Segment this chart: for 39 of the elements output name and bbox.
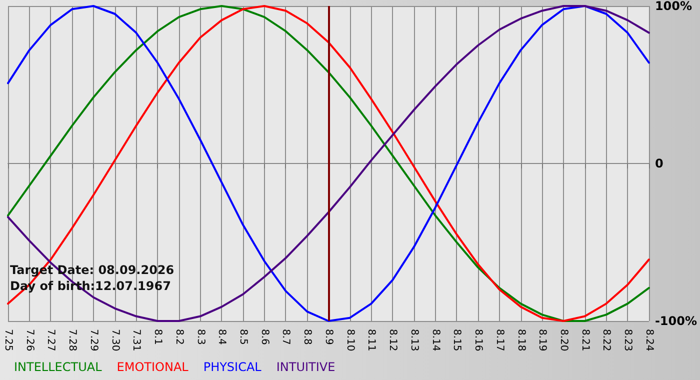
x-tick-label: 7.28 <box>66 329 78 352</box>
y-tick-label: 0 <box>654 156 664 170</box>
x-tick-label: 8.8 <box>302 329 313 345</box>
x-tick-label: 8.18 <box>515 329 526 352</box>
x-tick-label: 7.30 <box>109 329 120 352</box>
x-tick-label: 8.15 <box>451 329 462 352</box>
x-tick-label: 8.9 <box>322 329 334 345</box>
x-tick-label: 8.6 <box>258 329 270 345</box>
y-tick-label: 100% <box>654 0 692 13</box>
x-tick-label: 7.27 <box>45 329 56 352</box>
x-tick-label: 8.23 <box>622 329 634 352</box>
x-tick-label: 8.19 <box>536 329 548 352</box>
x-tick-label: 8.20 <box>558 329 569 352</box>
x-tick-label: 8.22 <box>600 329 612 352</box>
x-tick-label: 8.5 <box>238 329 249 345</box>
x-tick-label: 8.10 <box>344 329 356 352</box>
text: PHYSICAL <box>203 360 262 374</box>
x-tick-label: 8.4 <box>216 329 228 345</box>
x-tick-label: 8.1 <box>152 329 164 345</box>
x-tick-label: 8.12 <box>387 329 398 352</box>
text: INTELLECTUAL <box>14 360 102 374</box>
x-tick-label: 8.11 <box>366 329 377 352</box>
x-tick-label: 8.24 <box>643 329 654 352</box>
text: EMOTIONAL <box>116 360 189 374</box>
x-tick-label: 8.16 <box>472 329 484 352</box>
x-tick-label: 8.13 <box>408 329 420 352</box>
x-tick-label: 8.14 <box>430 329 441 352</box>
line-series <box>7 5 650 322</box>
x-tick-label: 8.17 <box>494 329 505 352</box>
x-tick-label: 7.29 <box>88 329 99 352</box>
x-tick-label: 7.25 <box>2 329 14 352</box>
x-tick-label: 8.2 <box>173 329 184 345</box>
x-tick-label: 8.21 <box>579 329 590 352</box>
text: INTUITIVE <box>276 360 336 374</box>
x-tick-label: 7.31 <box>130 329 142 352</box>
y-tick-label: -100% <box>654 314 698 328</box>
x-tick-label: 8.7 <box>280 329 292 345</box>
x-tick-label: 8.3 <box>194 329 206 345</box>
x-tick-label: 7.26 <box>24 329 35 352</box>
